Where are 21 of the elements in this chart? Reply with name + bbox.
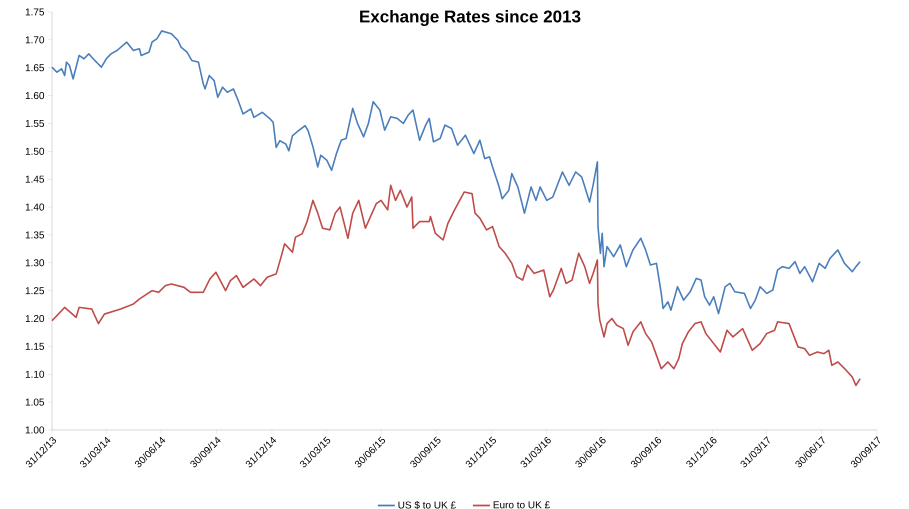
- y-tick-label: 1.65: [26, 64, 44, 72]
- legend-label: Euro to UK £: [494, 501, 550, 508]
- y-tick-label: 1.05: [26, 398, 44, 406]
- y-tick-label: 1.15: [26, 342, 44, 350]
- y-tick-label: 1.35: [26, 231, 44, 238]
- y-tick-label: 1.30: [26, 259, 44, 266]
- y-tick-label: 1.50: [26, 148, 44, 155]
- y-tick-label: 1.70: [26, 36, 44, 44]
- line-series: [51, 184, 861, 386]
- y-tick-label: 1.60: [26, 92, 44, 100]
- chart-title: Exchange Rates since 2013: [360, 10, 580, 26]
- y-tick-label: 1.40: [26, 204, 44, 211]
- y-tick-label: 1.20: [26, 314, 44, 322]
- line-series: [51, 30, 861, 314]
- y-tick-label: 1.55: [26, 120, 44, 127]
- y-tick-label: 1.10: [26, 370, 44, 378]
- y-tick-label: 1.75: [26, 8, 44, 16]
- y-tick-label: 1.00: [26, 426, 44, 434]
- legend-label: US $ to UK £: [398, 501, 456, 509]
- y-tick-label: 1.25: [26, 287, 44, 294]
- y-tick-label: 1.45: [26, 176, 44, 183]
